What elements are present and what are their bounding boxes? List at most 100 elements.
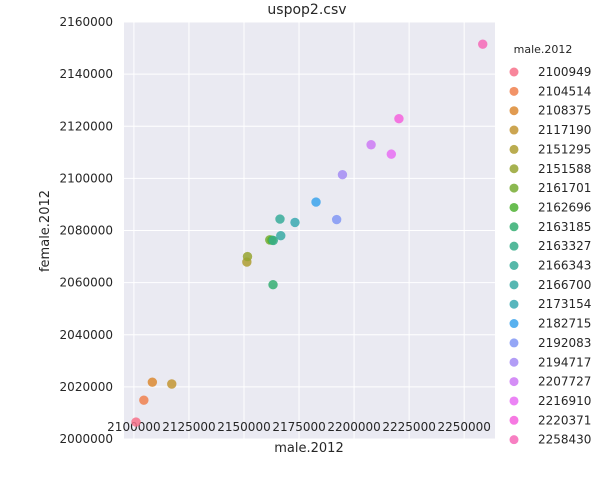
legend-marker (509, 415, 519, 425)
legend-marker (509, 261, 519, 270)
legend-title: male.2012 (514, 43, 573, 56)
legend-item: 2166343 (509, 259, 591, 273)
y-tick-label: 2100000 (60, 171, 113, 185)
y-tick-label: 2060000 (60, 276, 113, 290)
data-point (311, 197, 321, 207)
legend-marker (509, 222, 519, 232)
legend-label: 2161701 (538, 181, 591, 195)
legend-label: 2100949 (538, 65, 591, 79)
legend-item: 2108375 (509, 104, 591, 118)
legend-label: 2151295 (538, 142, 591, 156)
legend-marker (509, 144, 519, 154)
x-tick-label: 2225000 (382, 420, 435, 434)
legend-marker (509, 67, 519, 77)
legend-item: 2104514 (509, 84, 591, 98)
data-point (268, 280, 278, 290)
data-point (394, 113, 404, 124)
legend-label: 2207727 (538, 375, 591, 389)
legend-marker (509, 338, 519, 348)
legend-item: 2163185 (509, 220, 591, 234)
legend-item: 2117190 (509, 123, 591, 137)
legend-marker (509, 377, 519, 387)
y-tick-label: 2000000 (60, 432, 113, 446)
legend-item: 2151588 (509, 162, 591, 176)
data-point (478, 39, 488, 49)
legend-label: 2163185 (538, 220, 591, 234)
legend-label: 2108375 (538, 104, 591, 118)
y-tick-label: 2120000 (60, 119, 113, 133)
legend-label: 2194717 (538, 355, 591, 369)
y-tick-label: 2160000 (60, 15, 113, 29)
data-point (337, 170, 348, 180)
grid-lines (124, 21, 495, 440)
legend-marker (509, 164, 519, 174)
x-tick-label: 2125000 (162, 420, 215, 434)
legend-marker (509, 183, 519, 193)
x-tick-label: 2175000 (272, 420, 325, 434)
data-point (276, 231, 286, 241)
y-axis-label: female.2012 (38, 190, 53, 272)
chart-title: uspop2.csv (267, 2, 346, 18)
legend-label: 2151588 (538, 162, 591, 176)
data-point (242, 251, 253, 262)
legend-item: 2162696 (509, 200, 591, 214)
legend-label: 2166343 (538, 259, 591, 273)
data-point (290, 217, 300, 228)
legend-item: 2220371 (509, 413, 591, 427)
data-point (331, 214, 342, 225)
legend-label: 2258430 (538, 433, 591, 447)
legend-item: 2151295 (509, 142, 591, 156)
legend-marker (509, 202, 519, 212)
legend-marker (509, 435, 519, 445)
data-point (386, 149, 397, 159)
x-tick-label: 2200000 (327, 420, 380, 434)
x-tick-label: 2100000 (107, 420, 160, 434)
data-point (275, 214, 285, 224)
legend-item: 2161701 (509, 181, 591, 195)
legend-item: 2182715 (509, 317, 591, 331)
y-tick-label: 2040000 (60, 328, 113, 342)
legend-label: 2182715 (538, 317, 591, 331)
legend-marker (509, 125, 519, 135)
legend-label: 2192083 (538, 336, 591, 350)
legend-marker (509, 280, 519, 290)
data-point (167, 379, 177, 389)
legend-item: 2166700 (509, 278, 591, 292)
legend-marker (509, 86, 519, 96)
data-point (147, 377, 158, 387)
legend-label: 2166700 (538, 278, 591, 292)
legend-marker (509, 319, 519, 329)
legend-item: 2194717 (509, 355, 591, 369)
y-axis-ticks: 2000000 2020000 2040000 2060000 2080000 21000… (60, 15, 113, 446)
data-point (131, 417, 141, 427)
legend-item: 2216910 (509, 394, 591, 408)
data-point (139, 395, 149, 405)
y-tick-label: 2140000 (60, 67, 113, 81)
data-points (131, 39, 488, 427)
y-tick-label: 2020000 (60, 380, 113, 394)
legend-item: 2100949 (509, 65, 591, 79)
legend-marker (509, 357, 519, 367)
x-axis-label: male.2012 (274, 441, 343, 456)
legend-label: 2163327 (538, 239, 591, 253)
legend-marker (509, 396, 519, 406)
legend-marker (509, 241, 519, 251)
legend-label: 2220371 (538, 413, 591, 427)
legend-item: 2258430 (509, 433, 591, 447)
y-tick-label: 2080000 (60, 224, 113, 238)
x-tick-label: 2150000 (217, 420, 270, 434)
legend-label: 2173154 (538, 297, 591, 311)
data-point (366, 140, 376, 150)
legend-item: 2207727 (509, 375, 591, 389)
legend-item: 2163327 (509, 239, 591, 253)
legend-item: 2173154 (509, 297, 591, 311)
x-axis-ticks: 2100000 2125000 2150000 2175000 2200000 22250… (107, 420, 491, 434)
legend-label: 2216910 (538, 394, 591, 408)
legend-label: 2104514 (538, 84, 591, 98)
legend-label: 2162696 (538, 200, 591, 214)
x-tick-label: 2250000 (437, 420, 490, 434)
legend-marker (509, 106, 519, 116)
legend-marker (509, 299, 519, 309)
data-point (268, 235, 279, 246)
